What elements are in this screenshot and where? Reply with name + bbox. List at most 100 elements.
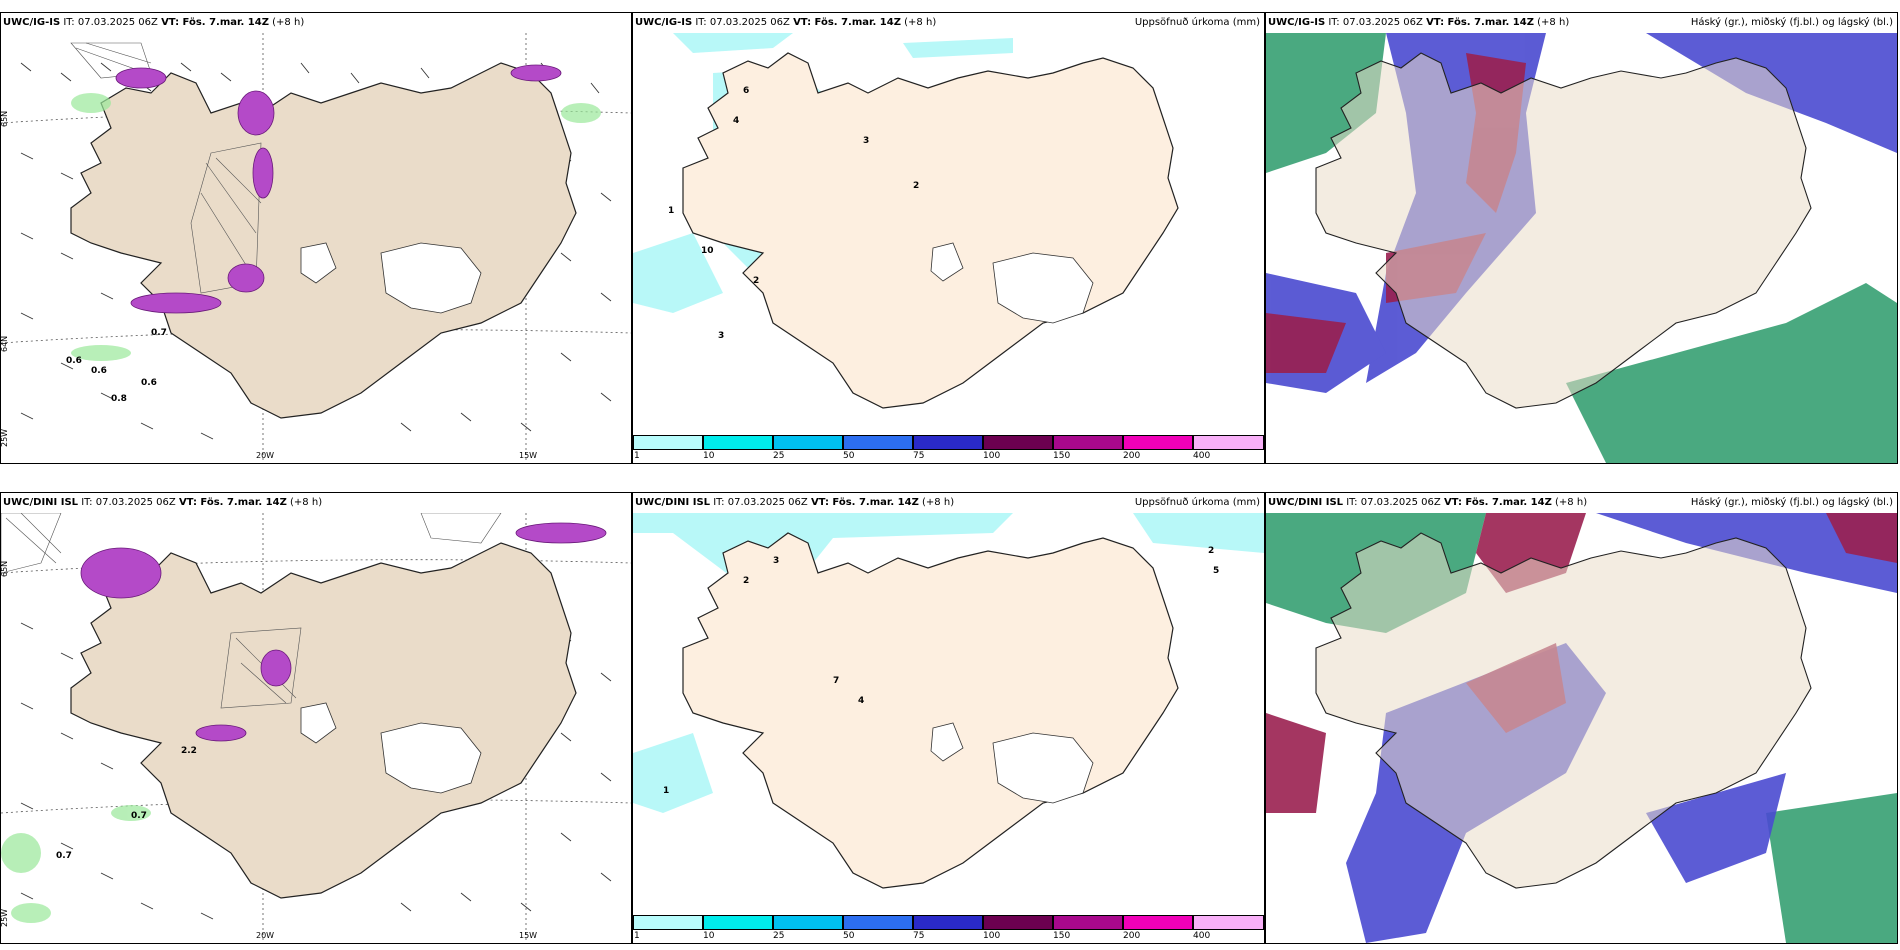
precip-value-labels: 3 2 7 4 1 2 5 xyxy=(663,546,1219,796)
valid-time: VT: Fös. 7.mar. 14Z xyxy=(793,17,901,28)
product-title: Uppsöfnuð úrkoma (mm) xyxy=(1134,17,1260,28)
iceland-land xyxy=(70,62,577,419)
svg-text:1: 1 xyxy=(668,206,674,216)
glacier-vatnajokull xyxy=(992,252,1094,324)
model-name: UWC/IG-IS xyxy=(635,17,693,28)
purple-precip-cells xyxy=(115,64,562,314)
lead-time: (+8 h) xyxy=(272,17,305,28)
issue-time: IT: 07.03.2025 06Z xyxy=(1346,497,1441,508)
lead-time: (+8 h) xyxy=(904,17,937,28)
wind-map: 0.7 0.7 2.2 20W 15W 65N 25W xyxy=(1,513,631,943)
svg-text:1: 1 xyxy=(663,786,669,796)
value-label: 0.7 xyxy=(131,811,147,821)
glacier-langjokull xyxy=(300,702,337,744)
legend-tick: 25 xyxy=(773,451,785,461)
legend-tick: 1 xyxy=(634,451,640,461)
svg-text:7: 7 xyxy=(833,676,839,686)
iceland-land xyxy=(682,532,1179,889)
legend-swatch xyxy=(1123,435,1193,450)
legend-tick: 25 xyxy=(773,931,785,941)
glacier-vatnajokull xyxy=(380,722,482,794)
svg-text:5: 5 xyxy=(1213,566,1219,576)
legend-tick: 150 xyxy=(1053,451,1071,461)
valid-time: VT: Fös. 7.mar. 14Z xyxy=(161,17,269,28)
lon-label: 15W xyxy=(519,451,537,460)
iceland-land xyxy=(1315,532,1812,889)
wind-map-panel-dini: UWC/DINI ISL IT: 07.03.2025 06Z VT: Fös.… xyxy=(0,492,632,944)
lat-label: 65N xyxy=(1,561,9,577)
precip-panel-dini: UWC/DINI ISL IT: 07.03.2025 06Z VT: Fös.… xyxy=(632,492,1265,944)
lon-label: 20W xyxy=(256,451,274,460)
issue-time: IT: 07.03.2025 06Z xyxy=(63,17,158,28)
precip-legend: 1 10 25 50 75 100 150 200 400 xyxy=(633,435,1264,463)
valid-time: VT: Fös. 7.mar. 14Z xyxy=(810,497,919,508)
valid-time: VT: Fös. 7.mar. 14Z xyxy=(178,497,287,508)
legend-swatch xyxy=(1193,435,1264,450)
precip-value-labels: 6 4 3 10 2 1 3 2 xyxy=(668,86,919,341)
svg-text:4: 4 xyxy=(858,696,864,706)
legend-swatch xyxy=(703,915,773,930)
precip-map: 3 2 7 4 1 2 5 xyxy=(633,513,1264,889)
panel-header: UWC/IG-IS IT: 07.03.2025 06Z VT: Fös. 7.… xyxy=(1,13,631,33)
legend-swatch xyxy=(1123,915,1193,930)
value-label: 0.7 xyxy=(151,328,167,338)
green-cloud-patches xyxy=(1,805,151,923)
glacier-langjokull xyxy=(930,722,964,762)
lat-label: 65N xyxy=(1,111,9,127)
lon-label: 15W xyxy=(519,931,537,940)
svg-text:2: 2 xyxy=(1208,546,1214,556)
panel-header: UWC/DINI ISL IT: 07.03.2025 06Z VT: Fös.… xyxy=(633,493,1264,513)
legend-tick: 400 xyxy=(1193,451,1211,461)
lead-time: (+8 h) xyxy=(1555,497,1588,508)
panel-header: UWC/IG-IS IT: 07.03.2025 06Z VT: Fös. 7.… xyxy=(633,13,1264,33)
lead-time: (+8 h) xyxy=(290,497,323,508)
green-cloud-patches xyxy=(71,93,601,361)
legend-tick: 50 xyxy=(843,451,855,461)
panel-header: UWC/DINI ISL IT: 07.03.2025 06Z VT: Fös.… xyxy=(1,493,631,513)
legend-tick: 75 xyxy=(913,451,925,461)
svg-text:2: 2 xyxy=(753,276,759,286)
svg-text:6: 6 xyxy=(743,86,749,96)
model-name: UWC/DINI ISL xyxy=(3,497,79,508)
model-name: UWC/DINI ISL xyxy=(1268,497,1344,508)
legend-tick: 100 xyxy=(983,451,1001,461)
legend-swatch xyxy=(913,435,983,450)
legend-swatch xyxy=(983,435,1053,450)
iceland-land xyxy=(1315,52,1812,409)
legend-swatch xyxy=(633,915,703,930)
valid-time: VT: Fös. 7.mar. 14Z xyxy=(1426,17,1534,28)
glacier-langjokull xyxy=(930,242,964,282)
lat-label: 25W xyxy=(1,429,9,447)
iceland-land xyxy=(682,52,1179,409)
precip-legend: 1 10 25 50 75 100 150 200 400 xyxy=(633,915,1264,943)
wind-map-panel-ig-is: UWC/IG-IS IT: 07.03.2025 06Z VT: Fös. 7.… xyxy=(0,12,632,464)
legend-tick: 200 xyxy=(1123,451,1141,461)
glacier-vatnajokull xyxy=(380,242,482,314)
legend-swatch xyxy=(1193,915,1264,930)
value-labels: 0.6 0.6 0.6 0.7 0.8 xyxy=(66,328,167,404)
svg-text:3: 3 xyxy=(863,136,869,146)
glacier-langjokull xyxy=(300,242,337,284)
value-label: 0.6 xyxy=(91,366,107,376)
value-label: 2.2 xyxy=(181,746,197,756)
value-label: 0.6 xyxy=(141,378,157,388)
legend-tick: 400 xyxy=(1193,931,1211,941)
issue-time: IT: 07.03.2025 06Z xyxy=(695,17,790,28)
legend-swatch xyxy=(843,435,913,450)
model-name: UWC/IG-IS xyxy=(3,17,61,28)
legend-tick: 75 xyxy=(913,931,925,941)
svg-text:3: 3 xyxy=(773,556,779,566)
valid-time: VT: Fös. 7.mar. 14Z xyxy=(1443,497,1552,508)
panel-header: UWC/DINI ISL IT: 07.03.2025 06Z VT: Fös.… xyxy=(1266,493,1897,513)
legend-swatch xyxy=(633,435,703,450)
legend-swatch xyxy=(773,915,843,930)
legend-tick: 1 xyxy=(634,931,640,941)
glacier-vatnajokull xyxy=(992,732,1094,804)
product-title: Háský (gr.), miðský (fj.bl.) og lágský (… xyxy=(1690,17,1893,28)
lead-time: (+8 h) xyxy=(922,497,955,508)
model-name: UWC/DINI ISL xyxy=(635,497,711,508)
hatched-regions xyxy=(1,513,502,709)
precip-map: 6 4 3 10 2 1 3 2 xyxy=(633,33,1179,409)
cloud-panel-ig-is: UWC/IG-IS IT: 07.03.2025 06Z VT: Fös. 7.… xyxy=(1265,12,1898,464)
cloud-map xyxy=(1266,33,1897,463)
